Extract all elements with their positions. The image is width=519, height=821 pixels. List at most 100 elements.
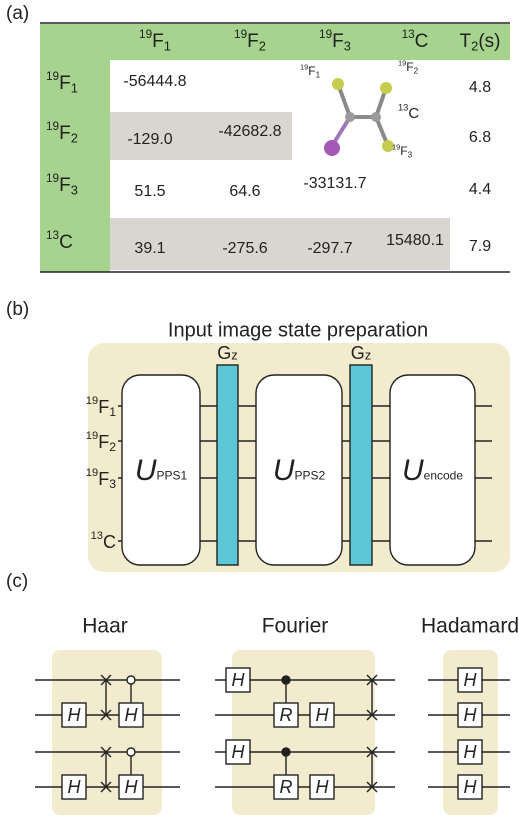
label-part: 19 bbox=[86, 467, 98, 479]
label-part: 2 bbox=[259, 39, 266, 54]
gate-label: H bbox=[464, 705, 478, 725]
atom-label: 13C bbox=[398, 103, 419, 122]
table-cell: -275.6 bbox=[222, 240, 267, 257]
label-part: encode bbox=[424, 469, 464, 483]
gate-label: H bbox=[464, 670, 478, 690]
label-part: z bbox=[231, 348, 238, 363]
control-dot bbox=[127, 676, 135, 684]
table-cell: -42682.8 bbox=[218, 123, 281, 140]
gate-label: H bbox=[232, 670, 246, 690]
control-dot bbox=[282, 748, 290, 756]
label-part: 19 bbox=[46, 120, 59, 133]
circuit-title: Haar bbox=[82, 615, 128, 638]
label-part: z bbox=[365, 348, 372, 363]
label-part: 3 bbox=[109, 477, 116, 491]
atom-label: 19F1 bbox=[300, 62, 321, 79]
gate-label: H bbox=[316, 777, 330, 797]
gate-label: H bbox=[68, 705, 82, 725]
label-part: 19 bbox=[398, 58, 406, 67]
gate-label: R bbox=[280, 777, 293, 797]
label-part: 19 bbox=[139, 28, 152, 41]
gate-label: H bbox=[316, 705, 330, 725]
label-part: F bbox=[308, 64, 315, 78]
table-cell: 51.5 bbox=[134, 183, 165, 200]
label-part: T bbox=[460, 31, 472, 52]
gradient-pulse bbox=[350, 365, 372, 565]
label-part: F bbox=[59, 73, 71, 94]
label-part: F bbox=[152, 31, 164, 52]
gate-label: H bbox=[68, 777, 82, 797]
label-part: U bbox=[402, 454, 424, 487]
label-part: F bbox=[59, 175, 71, 196]
table-cell: 6.8 bbox=[469, 129, 491, 146]
label-part: 13 bbox=[91, 530, 103, 542]
label-part: 1 bbox=[109, 405, 116, 419]
circuit-background bbox=[232, 650, 375, 815]
label-part: F bbox=[98, 397, 109, 417]
panel-label: (b) bbox=[6, 299, 29, 320]
header-row bbox=[40, 24, 510, 60]
table-cell: 15480.1 bbox=[386, 232, 444, 249]
label-part: F bbox=[98, 469, 109, 489]
label-part: 19 bbox=[300, 62, 308, 71]
gate-label: R bbox=[280, 705, 293, 725]
control-dot bbox=[127, 748, 135, 756]
label-part: 19 bbox=[86, 430, 98, 442]
gate-label: H bbox=[125, 777, 139, 797]
label-part: 19 bbox=[86, 395, 98, 407]
label-part: 1 bbox=[164, 39, 171, 54]
gate-label: H bbox=[232, 742, 246, 762]
panel-label: (c) bbox=[6, 571, 28, 592]
label-part: C bbox=[415, 31, 429, 52]
label-part: C bbox=[103, 532, 116, 552]
panel-label: (a) bbox=[6, 3, 29, 24]
table-cell: -56444.8 bbox=[123, 73, 186, 90]
label-part: 19 bbox=[46, 70, 59, 83]
gate-label: H bbox=[464, 777, 478, 797]
control-dot bbox=[282, 676, 290, 684]
circuit-title: Input image state preparation bbox=[168, 319, 428, 341]
label-part: F bbox=[400, 144, 407, 158]
label-part: U bbox=[135, 454, 157, 487]
label-part: 2 bbox=[71, 131, 78, 146]
label-part: G bbox=[351, 343, 365, 363]
gradient-pulse bbox=[217, 365, 238, 565]
table-cell: -33131.7 bbox=[303, 175, 366, 192]
table-cell: 39.1 bbox=[134, 240, 165, 257]
label-part: 13 bbox=[398, 103, 408, 113]
table-cell: 64.6 bbox=[229, 183, 260, 200]
label-part: 2 bbox=[414, 67, 419, 76]
gate-label: H bbox=[464, 742, 478, 762]
table-cell: 4.4 bbox=[469, 181, 491, 198]
label-part: PPS2 bbox=[294, 469, 325, 483]
label-part: 3 bbox=[344, 39, 351, 54]
label-part: PPS1 bbox=[156, 469, 187, 483]
table-cell: -297.7 bbox=[307, 240, 352, 257]
column-header: T2(s) bbox=[460, 31, 501, 54]
label-part: 19 bbox=[392, 142, 400, 151]
label-part: 13 bbox=[46, 229, 60, 242]
label-part: 2 bbox=[109, 440, 116, 454]
label-part: F bbox=[332, 31, 344, 52]
label-part: 13 bbox=[402, 28, 416, 41]
label-part: C bbox=[408, 105, 419, 122]
atom-label: 19F3 bbox=[392, 142, 413, 159]
label-part: G bbox=[217, 343, 231, 363]
table-cell: -129.0 bbox=[127, 131, 172, 148]
table-cell: 7.9 bbox=[469, 238, 491, 255]
atom-label: 19F2 bbox=[398, 58, 419, 75]
label-part: U bbox=[273, 454, 295, 487]
label-part: F bbox=[247, 31, 259, 52]
gate-label: H bbox=[125, 705, 139, 725]
label-part: F bbox=[98, 432, 109, 452]
figure: (a) (b) (c) Input image state preparatio… bbox=[0, 0, 519, 821]
circuit-title: Fourier bbox=[262, 615, 329, 638]
label-part: 3 bbox=[408, 151, 413, 160]
label-part: 19 bbox=[46, 172, 59, 185]
label-part: F bbox=[406, 60, 413, 74]
label-part: 2 bbox=[471, 39, 478, 54]
label-part: 19 bbox=[319, 28, 332, 41]
molecule bbox=[324, 78, 394, 156]
label-part: C bbox=[59, 232, 73, 253]
label-part: 1 bbox=[316, 71, 321, 80]
